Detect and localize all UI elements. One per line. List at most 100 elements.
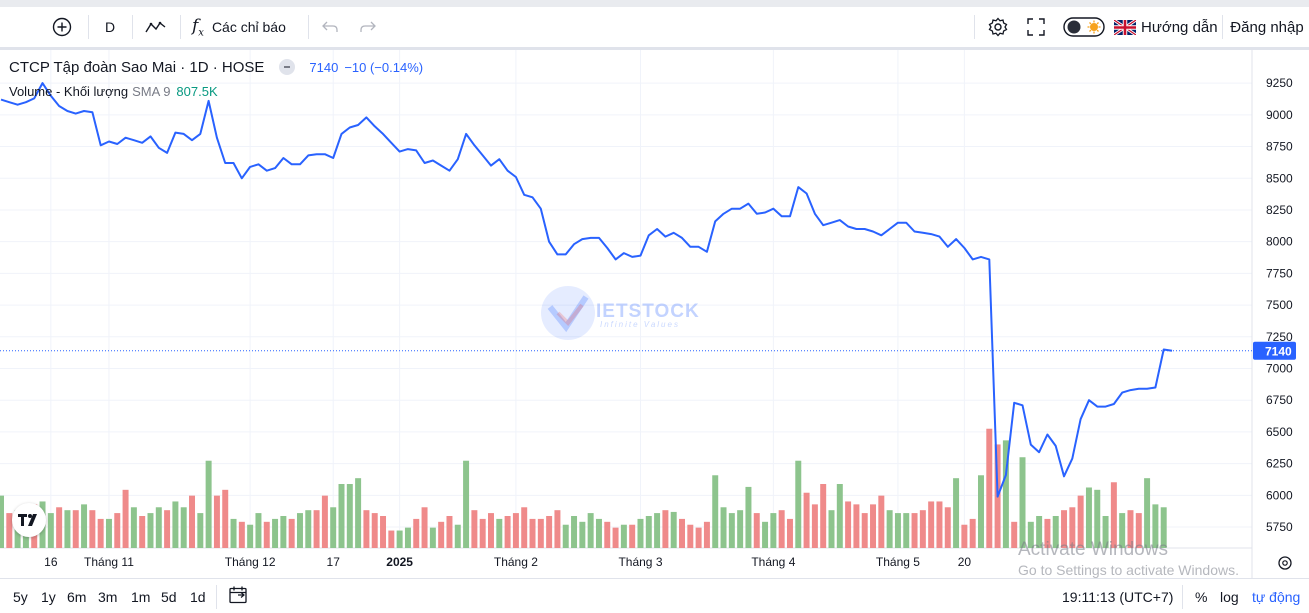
range-3m[interactable]: 3m <box>98 589 118 605</box>
volume-bar <box>1152 504 1159 548</box>
volume-bar <box>629 524 636 548</box>
range-1m[interactable]: 1m <box>131 589 151 605</box>
uk-flag-icon <box>1114 19 1136 35</box>
volume-bar <box>247 524 254 548</box>
axis-settings-icon[interactable] <box>1278 556 1292 570</box>
volume-bar <box>1102 516 1109 548</box>
redo-icon[interactable] <box>356 14 380 40</box>
volume-bar <box>380 516 387 548</box>
volume-bar <box>230 518 237 548</box>
volume-bar <box>928 501 935 548</box>
volume-bar <box>795 460 802 548</box>
volume-bar <box>870 504 877 548</box>
price-chart[interactable]: 9250 9000 8750 8500 8250 8000 7750 7500 7250 7000… <box>0 50 1309 578</box>
volume-bar <box>512 513 519 548</box>
volume-bar <box>346 484 353 548</box>
volume-bar <box>89 510 96 548</box>
percent-scale-toggle[interactable]: % <box>1195 589 1208 605</box>
chart-style-icon[interactable] <box>141 14 171 40</box>
indicators-fx-icon: fx <box>192 15 204 39</box>
clock-timezone[interactable]: 19:11:13 (UTC+7) <box>1062 589 1174 605</box>
settings-icon[interactable] <box>985 14 1011 40</box>
chart-canvas[interactable]: 9250 9000 8750 8500 8250 8000 7750 7500 7250 7000… <box>0 50 1309 578</box>
volume-bar <box>612 527 619 548</box>
time-tick-label: Tháng 11 <box>84 555 134 569</box>
volume-bar <box>164 510 171 548</box>
guide-button[interactable]: Hướng dẫn <box>1114 14 1220 40</box>
volume-bar <box>197 513 204 548</box>
volume-bar <box>263 521 270 548</box>
range-5d[interactable]: 5d <box>161 589 177 605</box>
volume-bar <box>463 460 470 548</box>
volume-bar <box>147 513 154 548</box>
calendar-icon[interactable] <box>228 585 248 608</box>
legend-price: 7140 <box>309 59 339 75</box>
volume-bar <box>1119 513 1126 548</box>
volume-bar <box>687 524 694 548</box>
volume-bar <box>811 504 818 548</box>
volume-bar <box>770 513 777 548</box>
volume-bar <box>114 513 121 548</box>
volume-bar <box>155 507 162 548</box>
guide-label: Hướng dẫn <box>1141 18 1218 36</box>
price-tick-label: 8250 <box>1266 203 1293 217</box>
volume-bar <box>180 507 187 548</box>
price-tick-label: 7250 <box>1266 330 1293 344</box>
volume-bar <box>130 507 137 548</box>
volume-bar <box>296 513 303 548</box>
volume-bar <box>836 484 843 548</box>
market-status-icon[interactable] <box>279 59 296 75</box>
price-tick-label: 8000 <box>1266 235 1293 249</box>
price-tick-label: 8500 <box>1266 171 1293 185</box>
volume-bar <box>595 518 602 548</box>
volume-bar <box>977 475 984 548</box>
volume-bar <box>496 518 503 548</box>
activate-subtitle: Go to Settings to activate Windows. <box>1018 562 1239 578</box>
auto-scale-toggle[interactable]: tự động <box>1252 589 1301 605</box>
price-tick-label: 8750 <box>1266 140 1293 154</box>
volume-bar <box>72 510 79 548</box>
range-1d[interactable]: 1d <box>190 589 206 605</box>
volume-bar <box>894 513 901 548</box>
volume-bar <box>645 516 652 548</box>
current-price-label: 7140 <box>1265 344 1292 358</box>
volume-label[interactable]: Volume - Khối lượng <box>9 83 129 99</box>
volume-bar <box>961 524 968 548</box>
volume-bar <box>205 460 212 548</box>
range-6m[interactable]: 6m <box>67 589 87 605</box>
log-scale-toggle[interactable]: log <box>1220 589 1239 605</box>
volume-bar <box>64 510 71 548</box>
volume-bar <box>1110 482 1117 548</box>
undo-icon[interactable] <box>318 14 342 40</box>
volume-bar <box>695 527 702 548</box>
login-button[interactable]: Đăng nhập <box>1230 18 1304 36</box>
volume-bar <box>712 475 719 548</box>
volume-bar <box>1127 510 1134 548</box>
volume-bar <box>338 484 345 548</box>
volume-bar <box>1085 487 1092 548</box>
volume-bar <box>1027 521 1034 548</box>
tradingview-logo-icon[interactable] <box>12 503 46 537</box>
volume-bar <box>388 530 395 548</box>
fullscreen-icon[interactable] <box>1023 14 1049 40</box>
volume-bar <box>471 510 478 548</box>
range-1y[interactable]: 1y <box>41 589 56 605</box>
volume-bar <box>762 521 769 548</box>
theme-toggle-icon[interactable] <box>1062 14 1106 40</box>
indicators-button[interactable]: fx Các chỉ báo <box>192 14 302 40</box>
volume-bar <box>786 518 793 548</box>
volume-bar <box>396 530 403 548</box>
interval-button[interactable]: D <box>104 19 116 35</box>
volume-bar <box>820 484 827 548</box>
volume-bar <box>1094 489 1101 548</box>
price-tick-label: 9000 <box>1266 108 1293 122</box>
volume-bar <box>579 521 586 548</box>
add-symbol-icon[interactable] <box>48 14 76 40</box>
range-5y[interactable]: 5y <box>13 589 28 605</box>
volume-bar <box>845 501 852 548</box>
symbol-title[interactable]: CTCP Tập đoàn Sao Mai · 1D · HOSE <box>9 58 265 76</box>
time-tick-label: 16 <box>44 555 58 569</box>
activate-windows-watermark: Activate Windows Go to Settings to activ… <box>1018 540 1239 579</box>
volume-bar <box>936 501 943 548</box>
volume-bar <box>919 510 926 548</box>
